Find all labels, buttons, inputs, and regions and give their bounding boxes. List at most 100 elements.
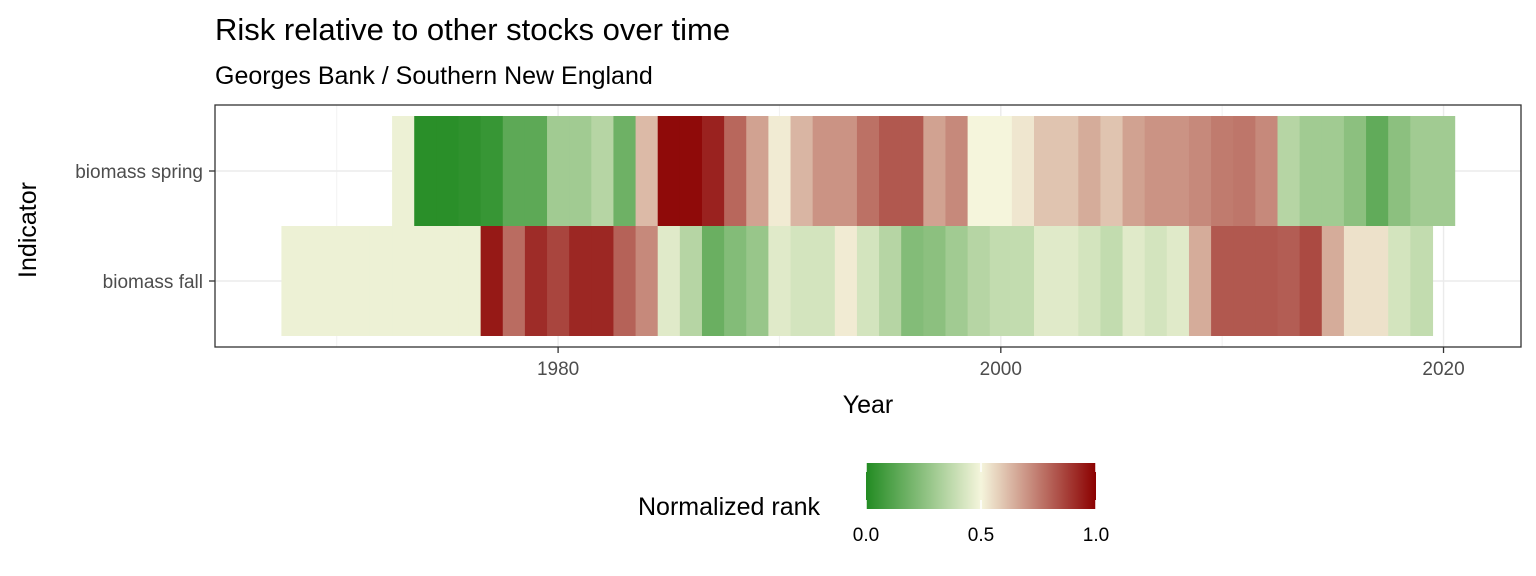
heatmap-tile — [1166, 226, 1190, 336]
heatmap-tile — [458, 116, 482, 226]
heatmap-tile — [502, 116, 526, 226]
heatmap-tile — [547, 116, 570, 226]
x-tick-label: 2020 — [1422, 359, 1464, 380]
heatmap-tile — [1100, 116, 1124, 226]
heatmap-tile — [1034, 116, 1057, 226]
heatmap-tile — [524, 116, 548, 226]
x-tick-label: 1980 — [537, 359, 579, 380]
heatmap-tile — [480, 116, 504, 226]
heatmap-tile — [303, 226, 327, 336]
heatmap-tile — [834, 226, 858, 336]
heatmap-tile — [1122, 116, 1146, 226]
heatmap-tile — [967, 116, 991, 226]
heatmap-tile — [369, 226, 393, 336]
heatmap-tile — [591, 116, 615, 226]
heatmap-tile — [1100, 226, 1124, 336]
heatmap-tile — [392, 116, 415, 226]
heatmap-tile — [1233, 226, 1256, 336]
heatmap-tile — [790, 226, 814, 336]
heatmap-tile — [613, 116, 637, 226]
heatmap-tile — [1343, 226, 1367, 336]
heatmap-tile — [347, 226, 371, 336]
heatmap-tile — [392, 226, 415, 336]
heatmap-tile — [790, 116, 814, 226]
heatmap-tile — [436, 226, 460, 336]
heatmap-tile — [1056, 226, 1079, 336]
chart-title: Risk relative to other stocks over time — [215, 12, 730, 47]
heatmap-tile — [1034, 226, 1057, 336]
heatmap-tile — [1078, 226, 1102, 336]
heatmap-tile — [436, 116, 460, 226]
heatmap-tile — [879, 226, 902, 336]
y-tick-label: biomass spring — [75, 162, 203, 183]
heatmap-tile — [1343, 116, 1367, 226]
heatmap-tile — [480, 226, 504, 336]
heatmap-tile — [1321, 116, 1345, 226]
heatmap-tile — [945, 226, 969, 336]
heatmap-tile — [701, 116, 725, 226]
heatmap-tile — [458, 226, 482, 336]
heatmap-tile — [1255, 226, 1279, 336]
heatmap-tiles — [281, 116, 1456, 336]
heatmap-tile — [812, 116, 836, 226]
heatmap-tile — [1144, 226, 1168, 336]
heatmap-tile — [1166, 116, 1190, 226]
heatmap-tile — [945, 116, 969, 226]
heatmap-tile — [325, 226, 349, 336]
heatmap-tile — [1233, 116, 1256, 226]
heatmap-tile — [812, 226, 836, 336]
heatmap-tile — [679, 226, 703, 336]
heatmap-tile — [635, 116, 659, 226]
heatmap-tile — [724, 226, 747, 336]
heatmap-tile — [569, 226, 592, 336]
heatmap-tile — [635, 226, 659, 336]
heatmap-tile — [923, 116, 947, 226]
heatmap-tile — [1011, 226, 1035, 336]
heatmap-tile — [1366, 116, 1389, 226]
heatmap-tile — [746, 116, 769, 226]
heatmap-tile — [746, 226, 769, 336]
heatmap-tile — [414, 116, 437, 226]
heatmap-tile — [768, 226, 792, 336]
heatmap-tile — [1188, 226, 1212, 336]
heatmap-tile — [524, 226, 548, 336]
y-axis: biomass spring biomass fall — [75, 162, 215, 293]
chart-subtitle: Georges Bank / Southern New England — [215, 62, 653, 90]
heatmap-tile — [591, 226, 615, 336]
heatmap-tile — [724, 116, 747, 226]
heatmap-tile — [679, 116, 703, 226]
heatmap-tile — [657, 116, 681, 226]
heatmap-tile — [1122, 226, 1146, 336]
heatmap-tile — [414, 226, 437, 336]
legend: Normalized rank 0.0 0.5 1.0 — [638, 463, 1109, 546]
heatmap-tile — [1321, 226, 1345, 336]
heatmap-tile — [1211, 226, 1234, 336]
heatmap-tile — [1011, 116, 1035, 226]
heatmap-tile — [856, 226, 880, 336]
heatmap-tile — [1388, 116, 1411, 226]
y-tick-label: biomass fall — [103, 272, 203, 293]
heatmap-tile — [569, 116, 592, 226]
heatmap-tile — [967, 226, 991, 336]
x-axis: 1980 2000 2020 — [537, 347, 1465, 380]
y-axis-title: Indicator — [14, 182, 42, 278]
heatmap-tile — [281, 226, 305, 336]
heatmap-tile — [701, 226, 725, 336]
x-tick-label: 2000 — [980, 359, 1022, 380]
x-axis-title: Year — [843, 391, 894, 419]
heatmap-tile — [1144, 116, 1168, 226]
heatmap-tile — [1211, 116, 1234, 226]
heatmap-tile — [547, 226, 570, 336]
legend-tick-label: 0.5 — [968, 525, 994, 546]
panel-border — [214, 104, 1522, 348]
legend-title: Normalized rank — [638, 493, 821, 521]
heatmap-tile — [1366, 226, 1389, 336]
heatmap-tile — [1410, 116, 1434, 226]
heatmap-tile — [989, 116, 1013, 226]
heatmap-tile — [1299, 116, 1323, 226]
heatmap-tile — [613, 226, 637, 336]
heatmap-tile — [502, 226, 526, 336]
heatmap-tile — [1410, 226, 1434, 336]
heatmap-tile — [1277, 116, 1301, 226]
